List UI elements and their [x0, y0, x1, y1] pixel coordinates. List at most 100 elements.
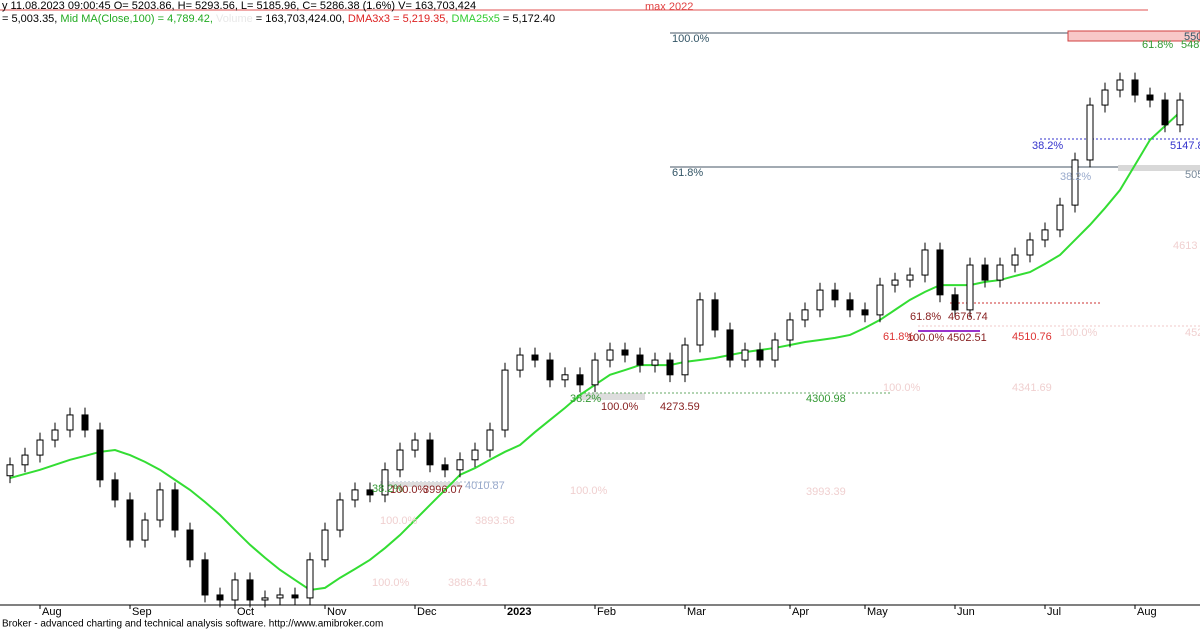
- candle-body: [516, 354, 524, 371]
- annotation: 100.0%: [570, 485, 608, 497]
- ma-line: [9, 111, 1181, 591]
- candle-body: [1056, 204, 1064, 231]
- x-tick-label: Oct: [237, 606, 254, 618]
- candle-body: [711, 299, 719, 331]
- candle-body: [756, 349, 764, 361]
- candle-body: [561, 374, 569, 381]
- candle-body: [441, 464, 449, 471]
- annotation: 100.0%: [390, 484, 428, 496]
- header-part: = 5,172.40: [500, 13, 555, 25]
- candle-body: [576, 374, 584, 386]
- header-part: DMA25x5: [452, 13, 500, 25]
- candle-body: [426, 439, 434, 466]
- candle-body: [1026, 239, 1034, 256]
- annotation: 550: [1184, 31, 1200, 43]
- annotation: 61.8%: [672, 167, 703, 179]
- candle-body: [906, 274, 914, 281]
- x-tick-label: 2023: [507, 606, 531, 618]
- candle-body: [306, 559, 314, 599]
- annotation: 4341.69: [1012, 382, 1052, 394]
- header-part: = 5,003.35,: [2, 13, 60, 25]
- annotation: 3993.39: [806, 486, 846, 498]
- candle-body: [546, 359, 554, 381]
- candle-body: [741, 349, 749, 361]
- candle-body: [1086, 104, 1094, 161]
- x-tick-label: Jun: [957, 606, 975, 618]
- annotation: max 2022: [645, 1, 693, 13]
- header-part: = 4,789.42,: [155, 13, 216, 25]
- header-part: DMA3x3 = 5,219.35,: [348, 13, 452, 25]
- annotation: 38.2%: [1032, 140, 1063, 152]
- candle-body: [381, 469, 389, 496]
- candle-body: [681, 344, 689, 376]
- candle-body: [726, 329, 734, 361]
- annotation: 100.0%: [907, 332, 945, 344]
- candle-body: [6, 464, 14, 477]
- annotation: 61.8%: [1142, 39, 1173, 51]
- header-line1: y 11.08.2023 09:00:45 O= 5203.86, H= 529…: [2, 0, 476, 12]
- x-tick-label: Feb: [597, 606, 616, 618]
- annotation: 3893.56: [475, 515, 515, 527]
- x-tick-label: Jul: [1047, 606, 1061, 618]
- candle-body: [816, 289, 824, 311]
- candle-body: [291, 594, 299, 599]
- candle-body: [636, 354, 644, 366]
- candle-body: [831, 289, 839, 301]
- legend-entry: Mid MA(Close,100): [60, 13, 154, 25]
- candle-body: [366, 489, 374, 496]
- annotation: 100.0%: [883, 382, 921, 394]
- candle-body: [606, 349, 614, 361]
- annotation: 4273.59: [660, 401, 700, 413]
- candle-body: [51, 429, 59, 441]
- header-part: Volume: [216, 13, 253, 25]
- candle-body: [1131, 79, 1139, 96]
- candle-body: [951, 294, 959, 311]
- candle-body: [621, 349, 629, 356]
- annotation: 38.2%: [1060, 171, 1091, 183]
- x-tick-label: May: [867, 606, 888, 618]
- x-tick-label: Sep: [132, 606, 152, 618]
- candle-body: [996, 264, 1004, 281]
- candle-body: [531, 354, 539, 361]
- candle-body: [321, 529, 329, 561]
- annotation: 100.0%: [601, 401, 639, 413]
- candle-body: [126, 499, 134, 541]
- annotation: 4510.76: [1012, 331, 1052, 343]
- candle-body: [936, 249, 944, 296]
- candle-body: [261, 597, 269, 601]
- candle-body: [1116, 79, 1124, 91]
- candle-body: [216, 594, 224, 601]
- candle-body: [171, 489, 179, 531]
- candle-body: [456, 459, 464, 471]
- x-tick-label: Mar: [687, 606, 706, 618]
- candle-body: [96, 429, 104, 481]
- candle-body: [861, 309, 869, 316]
- candle-body: [876, 284, 884, 316]
- header-part: = 163,703,424.00,: [253, 13, 348, 25]
- x-tick-label: Apr: [792, 606, 809, 618]
- annotation: 5147.8: [1170, 140, 1200, 152]
- candle-body: [1176, 99, 1184, 126]
- candle-body: [351, 489, 359, 501]
- annotation: 61.8%: [910, 311, 941, 323]
- annotation: 3886.41: [448, 577, 488, 589]
- annotation: 4676.74: [948, 311, 988, 323]
- footer: Broker - advanced charting and technical…: [2, 619, 383, 630]
- candle-body: [786, 319, 794, 341]
- candle-body: [921, 249, 929, 276]
- candle-body: [36, 439, 44, 456]
- x-tick-label: Aug: [42, 606, 62, 618]
- candle-body: [1011, 254, 1019, 266]
- fib-lines: [0, 9, 1200, 487]
- candle-body: [651, 359, 659, 366]
- annotation: 548: [1181, 39, 1199, 51]
- annotation: 38.2%: [570, 393, 601, 405]
- annotation: 3996.07: [423, 484, 463, 496]
- annotation: 100.0%: [672, 33, 710, 45]
- header-line2: = 5,003.35, Mid MA(Close,100) = 4,789.42…: [2, 13, 555, 25]
- x-tick-label: Dec: [417, 606, 437, 618]
- candle-body: [696, 299, 704, 346]
- candle-body: [471, 449, 479, 461]
- candle-body: [186, 529, 194, 561]
